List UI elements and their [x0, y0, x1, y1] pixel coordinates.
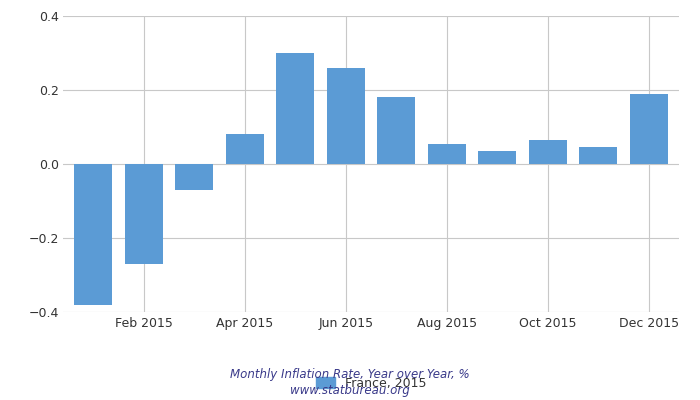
- Bar: [478, 151, 516, 164]
- Bar: [428, 144, 466, 164]
- Bar: [74, 164, 112, 305]
- Bar: [327, 68, 365, 164]
- Bar: [377, 97, 415, 164]
- Bar: [226, 134, 264, 164]
- Bar: [528, 140, 567, 164]
- Bar: [276, 53, 314, 164]
- Legend: France, 2015: France, 2015: [311, 372, 431, 394]
- Bar: [630, 94, 668, 164]
- Bar: [125, 164, 162, 264]
- Bar: [175, 164, 214, 190]
- Text: Monthly Inflation Rate, Year over Year, %: Monthly Inflation Rate, Year over Year, …: [230, 368, 470, 381]
- Text: www.statbureau.org: www.statbureau.org: [290, 384, 410, 397]
- Bar: [580, 147, 617, 164]
